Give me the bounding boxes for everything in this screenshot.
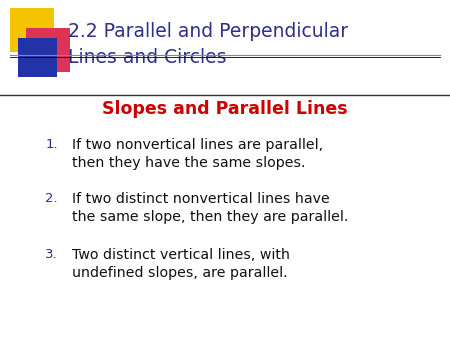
Text: 2.2 Parallel and Perpendicular: 2.2 Parallel and Perpendicular [68,22,348,41]
Bar [10,8,54,52]
Text: 3.: 3. [45,248,58,261]
Text: If two distinct nonvertical lines have
the same slope, then they are parallel.: If two distinct nonvertical lines have t… [72,192,348,224]
Text: Slopes and Parallel Lines: Slopes and Parallel Lines [102,100,348,118]
Bar [18,38,57,77]
Text: 2.: 2. [45,192,58,205]
Text: Two distinct vertical lines, with
undefined slopes, are parallel.: Two distinct vertical lines, with undefi… [72,248,290,281]
Text: Lines and Circles: Lines and Circles [68,48,226,67]
Text: 1.: 1. [45,138,58,151]
Bar [26,28,70,72]
Text: If two nonvertical lines are parallel,
then they have the same slopes.: If two nonvertical lines are parallel, t… [72,138,323,170]
